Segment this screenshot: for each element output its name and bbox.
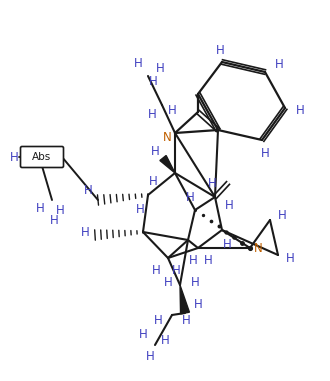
Text: H: H [261, 147, 269, 160]
Text: H: H [194, 298, 202, 312]
Text: H: H [56, 203, 64, 216]
Text: H: H [134, 56, 142, 69]
Text: H: H [275, 58, 283, 70]
Text: H: H [172, 264, 181, 277]
Text: Abs: Abs [32, 152, 51, 162]
Text: H: H [139, 328, 148, 341]
Text: H: H [36, 202, 44, 215]
Text: N: N [163, 131, 171, 144]
Text: H: H [215, 43, 224, 56]
Text: H: H [189, 255, 197, 267]
Text: H: H [168, 104, 176, 117]
Text: H: H [146, 351, 154, 363]
Text: H: H [148, 174, 157, 187]
Text: H: H [50, 213, 58, 226]
Polygon shape [180, 285, 189, 314]
Polygon shape [160, 155, 175, 173]
Text: H: H [10, 150, 18, 163]
Text: H: H [182, 314, 190, 327]
Text: H: H [225, 199, 233, 211]
Text: H: H [161, 333, 169, 346]
Text: H: H [150, 144, 159, 157]
Text: H: H [83, 184, 92, 197]
Text: H: H [151, 264, 160, 277]
Text: H: H [191, 275, 199, 288]
Text: H: H [278, 208, 286, 221]
Text: H: H [81, 226, 89, 239]
Text: H: H [296, 104, 304, 117]
Text: H: H [185, 190, 194, 203]
Text: H: H [164, 275, 172, 288]
Text: H: H [223, 237, 231, 250]
FancyBboxPatch shape [20, 147, 63, 168]
Text: H: H [148, 75, 157, 88]
Text: H: H [154, 314, 162, 327]
Text: H: H [286, 251, 294, 264]
Text: H: H [148, 107, 156, 120]
Text: H: H [208, 176, 216, 189]
Text: H: H [204, 253, 213, 266]
Text: H: H [136, 202, 145, 216]
Text: H: H [156, 61, 164, 75]
Text: N: N [254, 242, 262, 255]
